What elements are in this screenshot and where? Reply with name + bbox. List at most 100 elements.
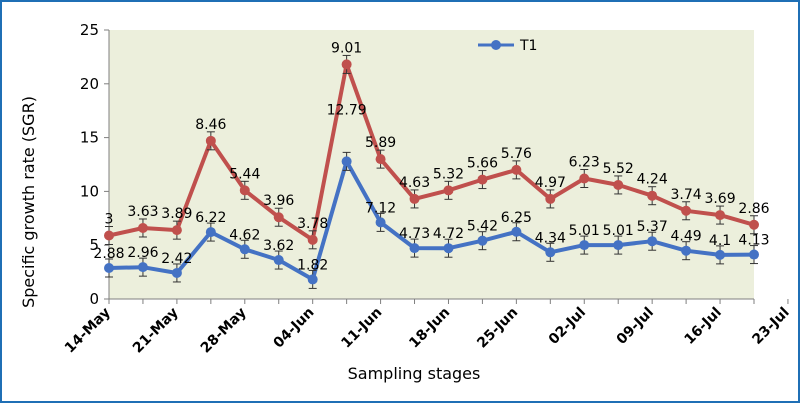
- legend: T1: [478, 38, 537, 54]
- x-tick-label: 25-Jun: [474, 305, 521, 352]
- data-label: 2.96: [127, 245, 158, 261]
- y-tick-label: 0: [89, 290, 99, 308]
- data-label: 4.1: [709, 233, 731, 249]
- data-point: [613, 179, 624, 190]
- data-label: 5.42: [467, 219, 498, 235]
- data-label: 7.12: [365, 200, 396, 216]
- x-tick-label: 21-May: [130, 305, 182, 357]
- data-point: [273, 212, 284, 223]
- data-label: 2.86: [738, 201, 769, 217]
- data-point: [579, 173, 590, 184]
- data-label: 5.89: [365, 135, 396, 151]
- data-point: [647, 236, 658, 247]
- legend-label-t1: T1: [519, 38, 537, 54]
- data-point: [409, 243, 420, 254]
- data-label: 1.82: [297, 257, 328, 273]
- data-point: [477, 235, 488, 246]
- y-tick-label: 25: [80, 21, 99, 39]
- data-label: 3.62: [263, 238, 294, 254]
- data-point: [443, 185, 454, 196]
- data-label: 5.32: [433, 166, 464, 182]
- data-label: 4.24: [637, 172, 668, 188]
- data-label: 4.62: [229, 227, 260, 243]
- data-label: 5.52: [603, 161, 634, 177]
- data-label: 8.46: [195, 117, 226, 133]
- data-label: 6.25: [501, 210, 532, 226]
- data-point: [205, 135, 216, 146]
- data-label: 4.72: [433, 226, 464, 242]
- data-label: 6.22: [195, 210, 226, 226]
- data-point: [307, 274, 318, 285]
- series-line-2: [108, 62, 755, 242]
- data-point: [749, 219, 759, 230]
- data-point: [104, 263, 114, 274]
- data-label: 5.44: [229, 166, 260, 182]
- data-point: [375, 154, 386, 165]
- plot-area: [109, 30, 754, 299]
- legend-marker-t1: [491, 40, 501, 50]
- y-tick-label: 10: [80, 182, 99, 200]
- data-label: 3.63: [127, 204, 158, 220]
- data-label: 6.23: [569, 154, 600, 170]
- x-tick-label: 16-Jul: [682, 305, 725, 348]
- data-point: [579, 240, 590, 251]
- x-tick-label: 04-Jun: [271, 305, 318, 352]
- data-point: [477, 174, 488, 185]
- data-label: 3.69: [704, 191, 735, 207]
- data-label: 5.01: [569, 223, 600, 239]
- data-point: [715, 210, 726, 221]
- y-axis-title: Specific growth rate (SGR): [19, 96, 38, 308]
- data-point: [307, 234, 318, 245]
- data-point: [545, 247, 556, 258]
- data-point: [205, 227, 216, 238]
- data-point: [681, 245, 692, 256]
- data-label: 5.37: [637, 219, 668, 235]
- x-tick-label: 23-Jul: [749, 305, 792, 348]
- data-point: [613, 240, 624, 251]
- data-label: 3.96: [263, 193, 294, 209]
- data-label: 5.66: [467, 156, 498, 172]
- data-label: 9.01: [331, 40, 362, 56]
- data-point: [171, 267, 182, 278]
- data-point: [239, 244, 250, 255]
- data-label: 4.73: [399, 226, 430, 242]
- data-point: [409, 193, 420, 204]
- data-label: 2.42: [161, 251, 192, 267]
- data-point: [443, 243, 454, 254]
- data-label: 5.76: [501, 146, 532, 162]
- data-point: [511, 164, 522, 175]
- data-point: [511, 226, 522, 237]
- x-tick-label: 14-May: [62, 305, 114, 357]
- data-label: 4.13: [738, 233, 769, 249]
- data-point: [239, 185, 250, 196]
- data-point: [341, 59, 352, 70]
- data-label: 5.01: [603, 223, 634, 239]
- data-label: 4.49: [671, 229, 702, 245]
- y-tick-label: 5: [89, 236, 99, 254]
- series-layer: [104, 54, 759, 289]
- y-tick-label: 15: [80, 129, 99, 147]
- data-point: [375, 217, 386, 228]
- data-point: [137, 262, 148, 273]
- data-label: 3.78: [297, 216, 328, 232]
- data-point: [104, 230, 114, 241]
- data-label: 3: [105, 212, 114, 228]
- data-point: [273, 255, 284, 266]
- x-tick-label: 11-Jun: [338, 305, 385, 352]
- x-tick-label: 18-Jun: [406, 305, 453, 352]
- data-label: 12.79: [327, 102, 367, 118]
- data-label: 4.34: [535, 230, 566, 246]
- x-tick-label: 09-Jul: [614, 305, 657, 348]
- x-axis-title: Sampling stages: [348, 364, 481, 383]
- data-point: [715, 249, 726, 260]
- data-point: [137, 222, 148, 233]
- x-tick-label: 28-May: [198, 305, 250, 357]
- data-point: [647, 190, 658, 201]
- data-point: [749, 249, 759, 260]
- data-point: [545, 193, 556, 204]
- data-point: [341, 156, 352, 167]
- series-line-1: [108, 159, 755, 282]
- data-label: 3.74: [671, 187, 702, 203]
- data-label: 2.88: [93, 246, 124, 262]
